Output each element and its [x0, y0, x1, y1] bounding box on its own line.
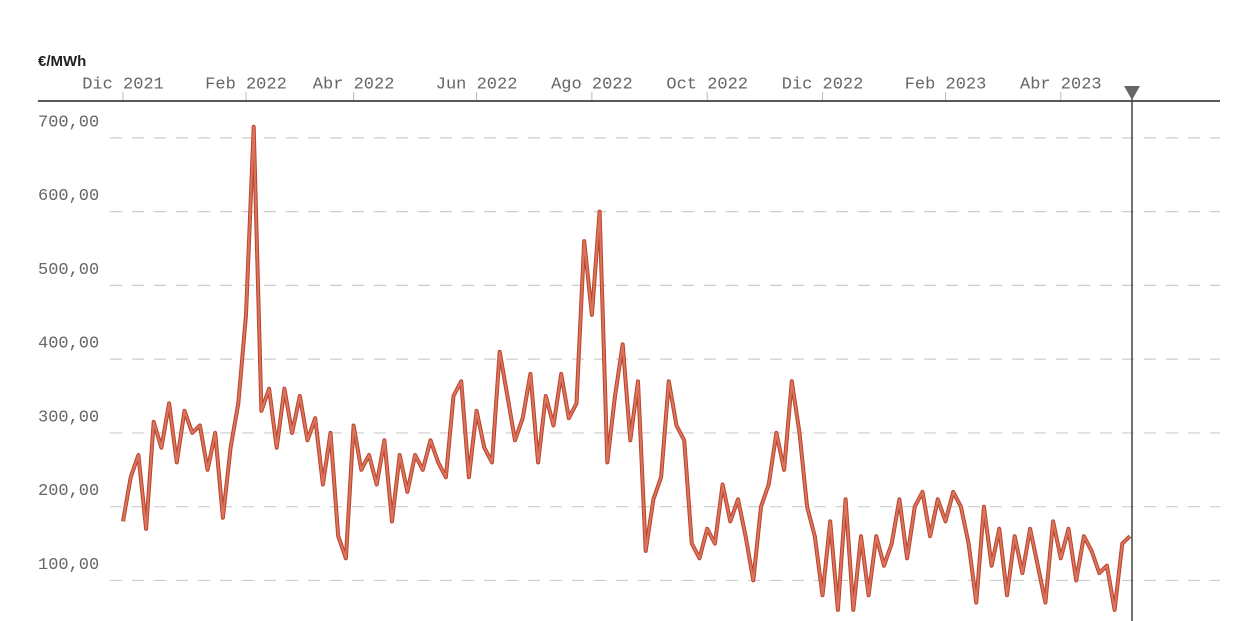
current-marker — [1124, 86, 1140, 100]
series — [121, 124, 1132, 612]
y-tick-label: 400,00 — [38, 335, 99, 354]
x-tick-label: Abr 2022 — [313, 75, 395, 94]
x-tick-label: Oct 2022 — [666, 75, 748, 94]
x-tick-label: Ago 2022 — [551, 75, 633, 94]
line-outline — [121, 124, 1132, 612]
x-tick-label: Feb 2022 — [205, 75, 287, 94]
y-tick-label: 100,00 — [38, 556, 99, 575]
x-tick-label: Dic 2022 — [782, 75, 864, 94]
grid: 100,00 200,00 300,00 400,00 500,00 600,00 700,… — [38, 75, 1220, 582]
price-line — [122, 125, 1131, 611]
y-unit: €/MWh — [38, 53, 86, 70]
y-tick-label: 600,00 — [38, 187, 99, 206]
y-tick-label: 300,00 — [38, 408, 99, 427]
y-tick-label: 700,00 — [38, 113, 99, 132]
x-tick-label: Abr 2023 — [1020, 75, 1102, 94]
x-tick-label: Dic 2021 — [82, 75, 164, 94]
y-tick-label: 200,00 — [38, 482, 99, 501]
x-tick-label: Feb 2023 — [905, 75, 987, 94]
x-tick-label: Jun 2022 — [436, 75, 518, 94]
y-tick-label: 500,00 — [38, 261, 99, 280]
